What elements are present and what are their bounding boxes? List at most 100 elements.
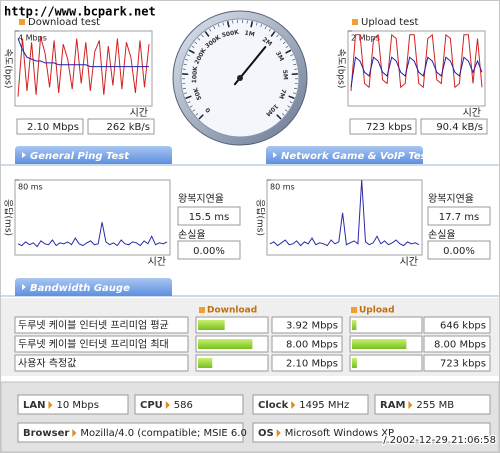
tab[interactable] [266,146,423,164]
gauge-minor-tick [201,34,204,38]
gauge-tick [270,31,276,37]
tab-icon [22,284,26,290]
info-arrow [408,401,413,409]
gauge-minor-tick [222,22,225,26]
bandwidth-bar [198,339,253,349]
bandwidth-value: 2.10 Mbps [286,359,338,370]
gauge-minor-tick [213,26,216,30]
bandwidth-value: 3.92 Mbps [286,321,338,332]
gauge-minor-tick [209,28,212,32]
tab[interactable] [15,278,172,296]
tab-icon [273,152,277,158]
row-name: 두루넷 케이블 인터넷 프리미엄 최대 [18,339,169,351]
timestamp: / 2002-12-29 21:06:58 [383,435,496,446]
speed-value: 2.10 Mbps [27,122,79,133]
info-box [252,394,369,415]
bandwidth-bar [352,339,407,349]
bandwidth-bar [198,320,225,330]
series-line [350,56,483,88]
gauge-tick [188,49,195,54]
gauge-minor-tick [186,54,190,57]
info-box [134,394,244,415]
value-box [427,206,491,226]
gauge-minor-tick [284,109,288,112]
info-value: 1495 MHz [299,400,349,411]
x-axis-label: 시간 [130,107,148,119]
gauge-minor-tick [289,101,293,104]
gauge-minor-tick [194,41,198,45]
gauge-tick [285,49,292,54]
gauge-tick [204,31,210,37]
gauge-minor-tick [287,105,291,108]
row-name-box [14,335,189,353]
bullet [351,307,357,313]
info-value: Mozilla/4.0 (compatible; MSIE 6.0 [80,428,247,439]
gauge-minor-tick [285,45,289,48]
gauge-minor-tick [192,109,196,112]
tab[interactable] [15,146,172,164]
gauge-tick [250,21,254,28]
gauge-label: 3M [274,50,285,62]
info-arrow [291,401,296,409]
gauge-minor-tick [290,54,294,57]
bullet [352,19,358,25]
tab-icon [22,152,26,158]
x-axis-label: 시간 [400,256,418,268]
value-box [271,316,343,334]
gauge-label: 100K [191,66,199,84]
gauge-tick [226,21,230,28]
info-value: Microsoft Windows XP [285,428,394,439]
info-value: 586 [174,400,193,411]
info-value: 255 MB [416,400,454,411]
info-arrow [48,401,53,409]
info-box [17,394,129,415]
info-label: LAN [23,400,45,411]
gauge-hub [237,75,243,81]
gauge-minor-tick [260,24,263,28]
gauge-label: 7M [277,88,287,100]
gauge-label: 0 [204,106,212,114]
tab-label: Network Game & VoIP Test [281,151,433,162]
value-box [87,118,155,135]
gauge-minor-tick [189,105,193,108]
latency-value: 17.7 ms [439,212,479,223]
latency-label: 왕복지연율 [428,193,474,205]
gauge-minor-tick [268,28,271,32]
gauge-label: 50K [192,86,203,101]
y-axis-label: 응답(ms) [255,199,267,236]
gauge-tick [198,114,204,120]
series-line [269,179,420,247]
x-axis-label: 시간 [463,107,481,119]
chart-area [266,179,423,256]
loss-label: 손실율 [178,229,206,241]
y-axis-label: 속도(bps) [3,49,14,89]
gauge-minor-tick [281,113,285,116]
gauge-minor-tick [197,37,201,41]
bandwidth-bar [352,358,357,368]
info-box [374,394,491,415]
bandwidth-bar [352,320,357,330]
y-tick-label: 80 ms [18,183,43,192]
panel-title: Upload test [361,17,419,28]
info-box [252,422,491,443]
value-box [177,240,241,260]
gauge-minor-tick [255,22,258,26]
gauge-label: 500K [221,29,240,40]
gauge-tick [276,114,282,120]
speed-value: 723 kbps [366,122,412,133]
gauge-label: 2M [261,36,273,48]
bandwidth-value: 646 kbps [440,321,486,332]
row-name-box [14,316,189,334]
gauge-box [195,354,269,372]
row-name-box [14,354,189,372]
gauge-minor-tick [187,101,191,104]
series-line [350,33,483,92]
info-arrow [165,401,170,409]
y-axis-label: 응답(ms) [3,199,15,236]
y-tick-label: 4 Mbps [18,34,47,43]
bandwidth-value: 8.00 Mbps [434,340,486,351]
value-box [349,118,417,135]
bandwidth-value: 723 kbps [440,359,486,370]
panel-title: Download test [28,17,100,28]
watermark: http://www.bcpark.net [4,5,156,19]
